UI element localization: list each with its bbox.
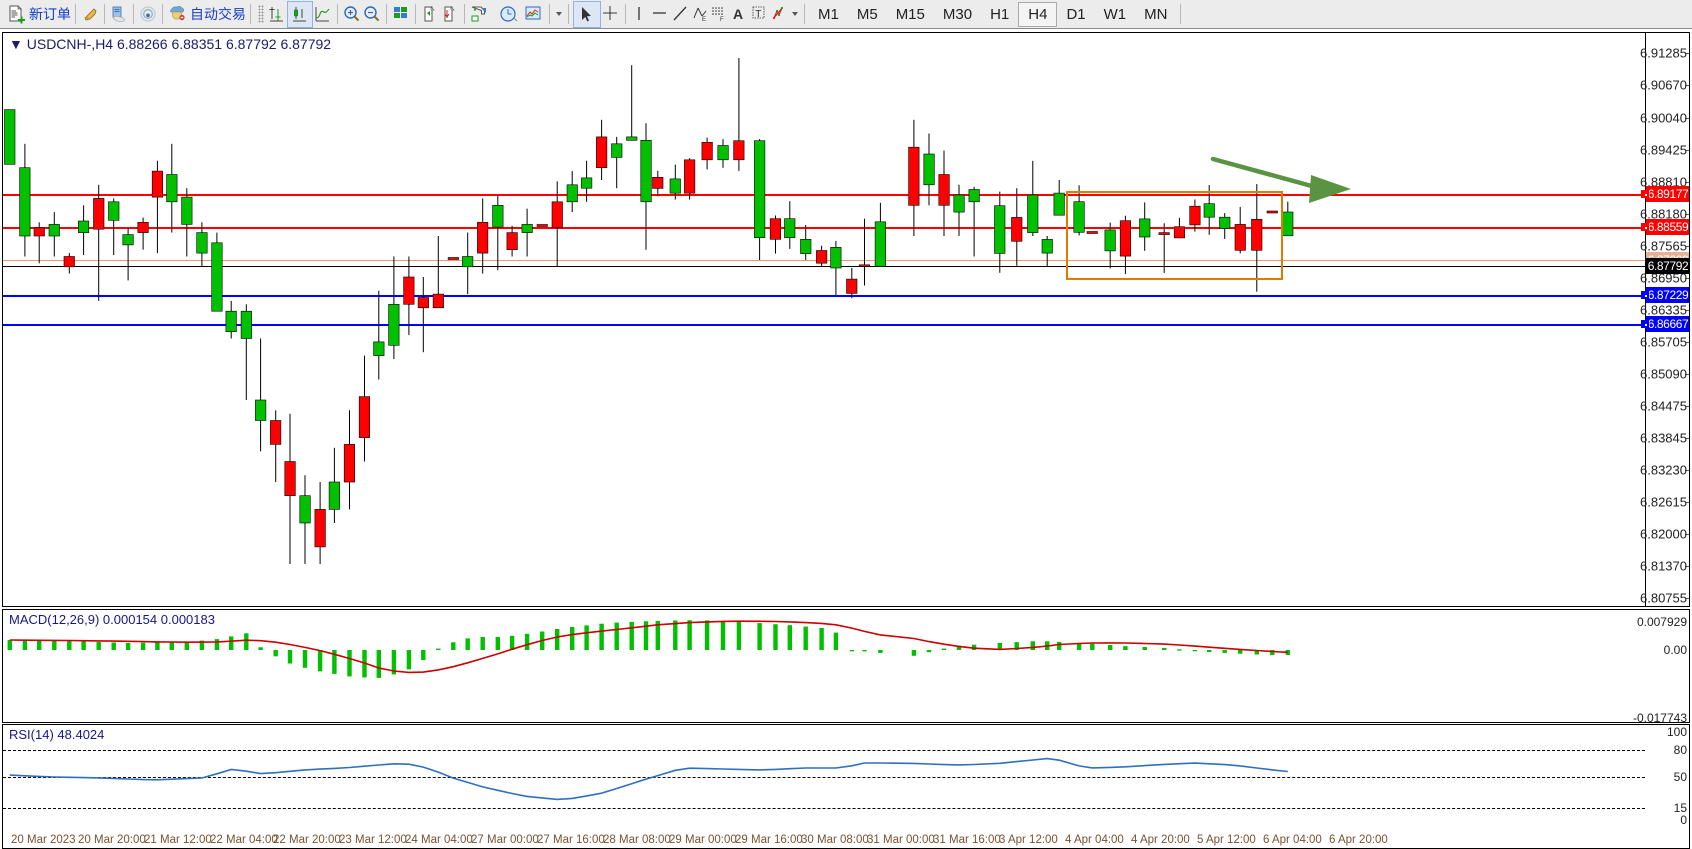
svg-text:A: A [733, 6, 743, 22]
svg-text:E: E [702, 17, 706, 23]
svg-text:F: F [720, 17, 724, 23]
svg-text:T: T [755, 9, 761, 20]
